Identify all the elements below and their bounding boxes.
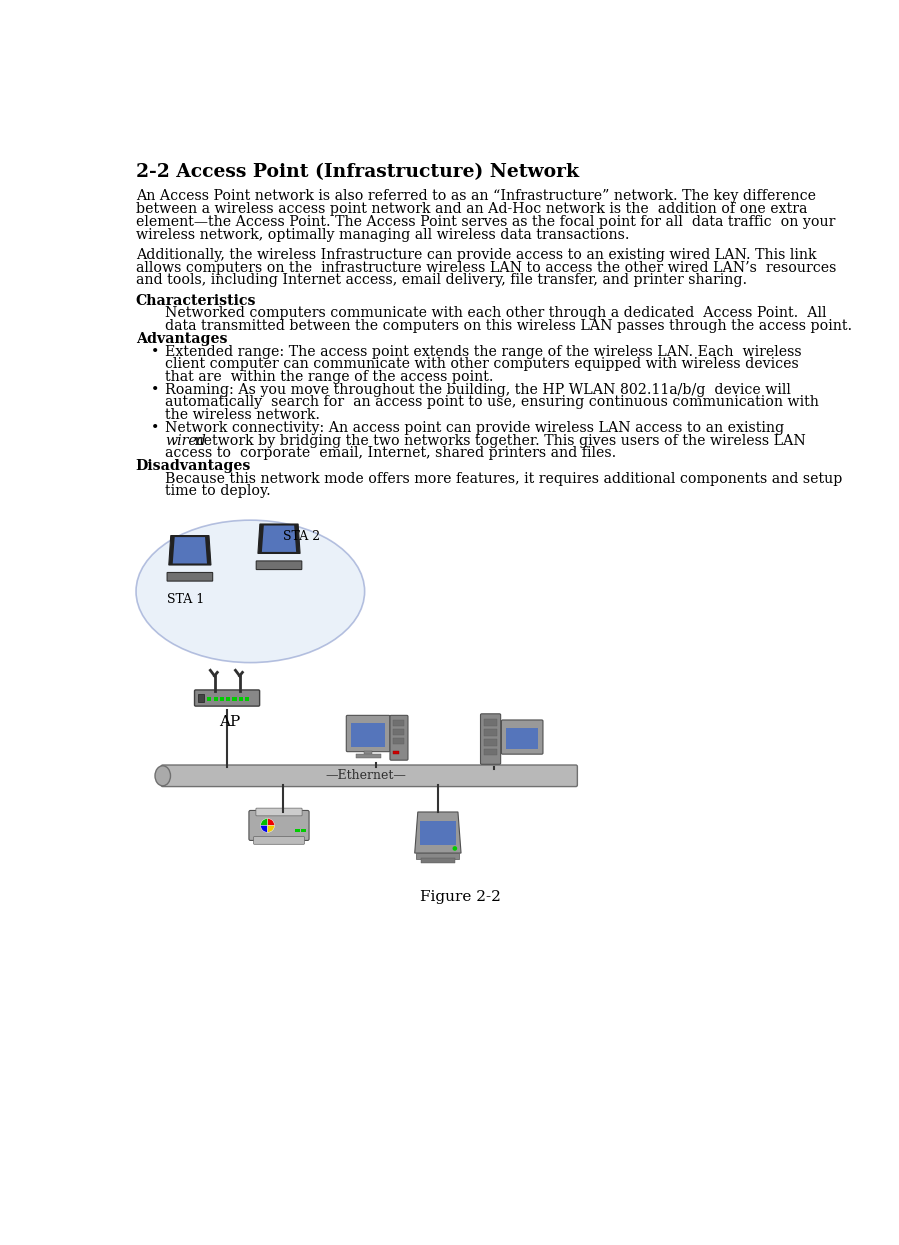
Text: An Access Point network is also referred to as an “Infrastructure” network. The : An Access Point network is also referred… <box>136 189 815 203</box>
Text: data transmitted between the computers on this wireless LAN passes through the a: data transmitted between the computers o… <box>165 319 852 334</box>
Bar <box>239 697 243 701</box>
Text: STA 2: STA 2 <box>283 530 320 543</box>
Text: AP: AP <box>219 715 241 730</box>
Text: access to  corporate  email, Internet, shared printers and files.: access to corporate email, Internet, sha… <box>165 446 617 461</box>
Text: time to deploy.: time to deploy. <box>165 484 271 498</box>
FancyBboxPatch shape <box>254 837 305 844</box>
Bar <box>245 697 249 701</box>
Text: element—the Access Point. The Access Point serves as the focal point for all  da: element—the Access Point. The Access Poi… <box>136 215 835 229</box>
Bar <box>394 738 405 745</box>
Bar <box>416 853 459 859</box>
Text: •: • <box>151 382 159 397</box>
Wedge shape <box>268 818 274 825</box>
Text: Because this network mode offers more features, it requires additional component: Because this network mode offers more fe… <box>165 472 842 486</box>
Text: Disadvantages: Disadvantages <box>136 459 251 473</box>
Text: wireless network, optimally managing all wireless data transactions.: wireless network, optimally managing all… <box>136 228 629 242</box>
Text: the wireless network.: the wireless network. <box>165 408 320 422</box>
Bar <box>394 730 405 735</box>
Text: Characteristics: Characteristics <box>136 294 256 308</box>
Wedge shape <box>268 825 274 833</box>
Bar <box>394 720 405 726</box>
Bar <box>214 697 218 701</box>
Bar <box>227 697 230 701</box>
Bar <box>484 720 497 726</box>
Text: Figure 2-2: Figure 2-2 <box>420 890 501 904</box>
Bar <box>208 697 211 701</box>
Text: allows computers on the  infrastructure wireless LAN to access the other wired L: allows computers on the infrastructure w… <box>136 260 836 275</box>
Circle shape <box>452 847 458 850</box>
Polygon shape <box>262 525 296 552</box>
Bar <box>484 730 497 736</box>
FancyBboxPatch shape <box>390 716 408 761</box>
Bar <box>356 754 380 758</box>
Polygon shape <box>414 812 461 853</box>
Bar <box>394 751 399 754</box>
FancyBboxPatch shape <box>161 764 577 787</box>
Ellipse shape <box>155 766 171 786</box>
Text: Additionally, the wireless Infrastructure can provide access to an existing wire: Additionally, the wireless Infrastructur… <box>136 248 816 261</box>
Ellipse shape <box>136 520 365 662</box>
Bar <box>421 859 455 863</box>
FancyBboxPatch shape <box>256 561 302 569</box>
FancyBboxPatch shape <box>480 713 501 764</box>
Text: —Ethernet—: —Ethernet— <box>325 769 405 782</box>
Bar <box>484 740 497 746</box>
Text: network by bridging the two networks together. This gives users of the wireless : network by bridging the two networks tog… <box>190 433 806 447</box>
Bar <box>420 822 456 845</box>
Polygon shape <box>173 537 207 564</box>
Bar <box>220 697 224 701</box>
Bar <box>198 693 204 702</box>
Bar <box>506 728 538 749</box>
Bar <box>295 829 299 832</box>
Text: that are  within the range of the access point.: that are within the range of the access … <box>165 370 494 383</box>
Bar <box>364 751 372 756</box>
Text: automatically  search for  an access point to use, ensuring continuous communica: automatically search for an access point… <box>165 396 819 410</box>
Polygon shape <box>258 524 300 554</box>
Text: 2-2 Access Point (Infrastructure) Network: 2-2 Access Point (Infrastructure) Networ… <box>136 163 579 182</box>
Polygon shape <box>169 535 211 565</box>
Text: •: • <box>151 421 159 435</box>
Wedge shape <box>261 818 268 825</box>
FancyBboxPatch shape <box>167 573 213 581</box>
Text: and tools, including Internet access, email delivery, file transfer, and printer: and tools, including Internet access, em… <box>136 274 747 288</box>
Bar <box>233 697 236 701</box>
Text: Networked computers communicate with each other through a dedicated  Access Poin: Networked computers communicate with eac… <box>165 306 826 320</box>
Wedge shape <box>261 825 268 833</box>
Bar <box>301 829 306 832</box>
FancyBboxPatch shape <box>346 716 390 752</box>
Bar <box>352 723 385 747</box>
Text: Advantages: Advantages <box>136 332 227 346</box>
FancyBboxPatch shape <box>256 808 302 815</box>
Text: STA 1: STA 1 <box>166 593 204 605</box>
Text: Extended range: The access point extends the range of the wireless LAN. Each  wi: Extended range: The access point extends… <box>165 345 802 359</box>
Text: •: • <box>151 345 159 359</box>
Text: Network connectivity: An access point can provide wireless LAN access to an exis: Network connectivity: An access point ca… <box>165 421 784 435</box>
Text: wired: wired <box>165 433 206 447</box>
FancyBboxPatch shape <box>502 720 543 754</box>
Text: between a wireless access point network and an Ad-Hoc network is the  addition o: between a wireless access point network … <box>136 202 807 217</box>
FancyBboxPatch shape <box>194 690 260 706</box>
Text: Roaming: As you move throughout the building, the HP WLAN 802.11a/b/g  device wi: Roaming: As you move throughout the buil… <box>165 382 791 397</box>
Text: client computer can communicate with other computers equipped with wireless devi: client computer can communicate with oth… <box>165 357 799 371</box>
Bar <box>484 749 497 756</box>
FancyBboxPatch shape <box>249 810 309 840</box>
